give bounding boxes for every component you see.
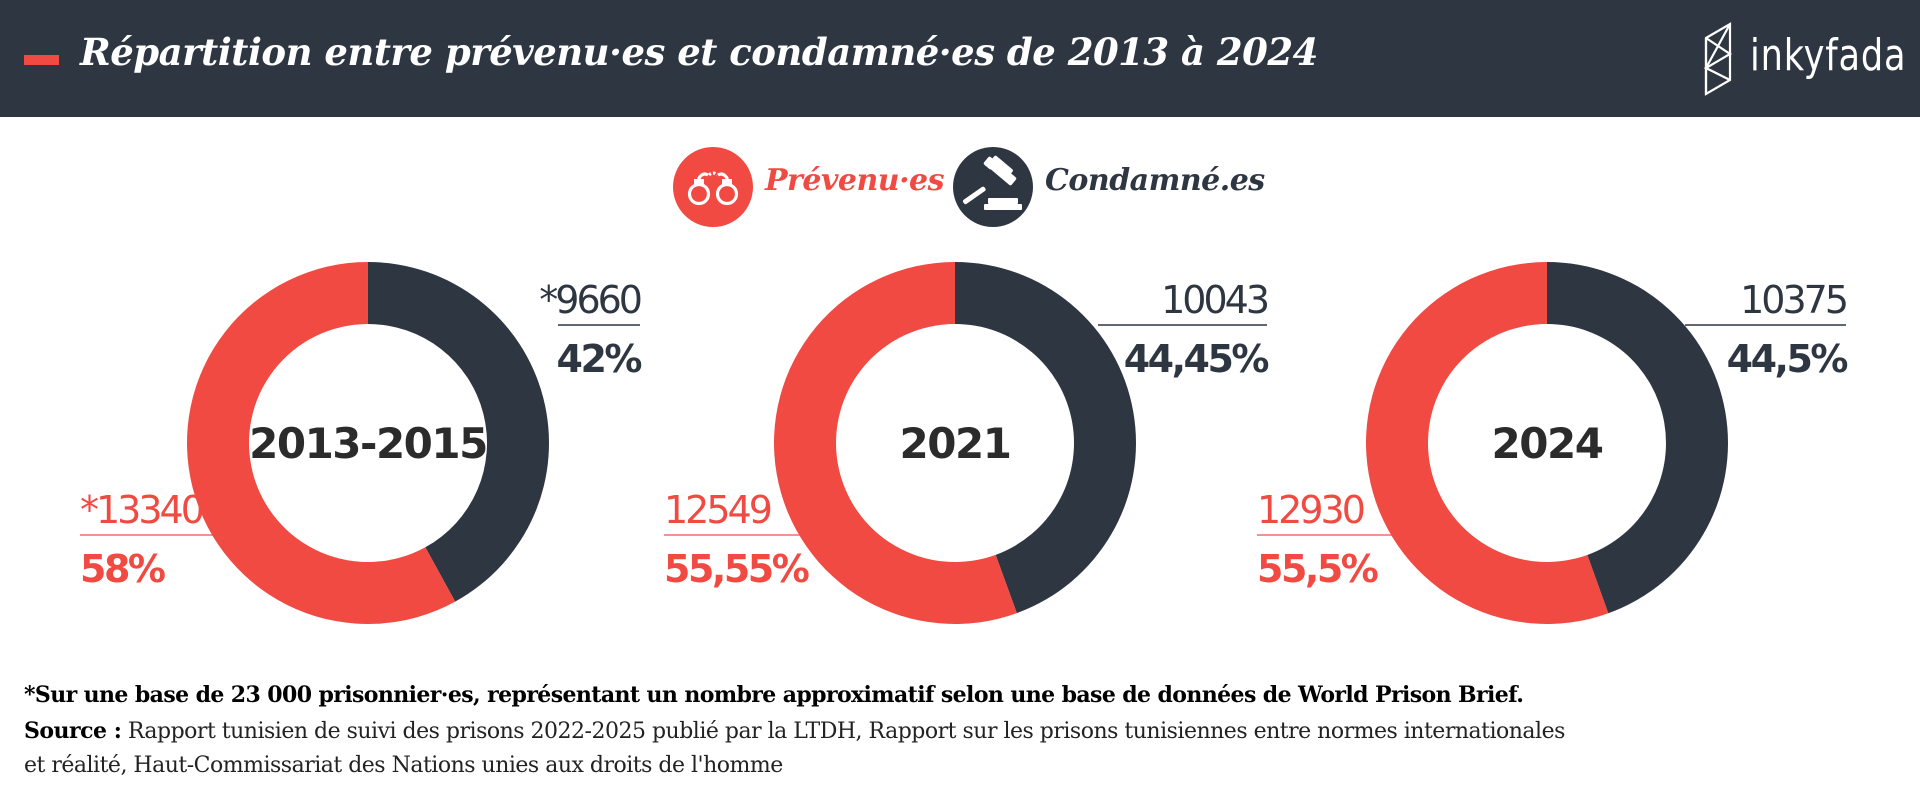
- legend-label-condamnes: Condamné.es: [1045, 163, 1265, 198]
- source-text: Source : Rapport tunisien de suivi des p…: [24, 714, 1584, 783]
- chart-3-slice-condamnes: [1547, 262, 1729, 614]
- chart-1-percent-prevenus: 58%: [80, 547, 165, 591]
- handcuffs-icon: [673, 147, 753, 227]
- chart-2-percent-condamnes: 44,45%: [1124, 337, 1269, 381]
- chart-2-percent-prevenus: 55,55%: [664, 547, 809, 591]
- chart-3-percent-condamnes: 44,5%: [1727, 337, 1848, 381]
- chart-1-slice-condamnes: [368, 262, 550, 602]
- chart-3-count-condamnes: 10375: [1740, 278, 1846, 322]
- footnote: *Sur une base de 23 000 prisonnier·es, r…: [24, 682, 1524, 708]
- chart-3-center-label: 2024: [1492, 419, 1603, 468]
- header-bar: Répartition entre prévenu·es et condamné…: [0, 0, 1920, 117]
- legend-label-prevenus: Prévenu·es: [765, 163, 945, 198]
- page-title: Répartition entre prévenu·es et condamné…: [80, 30, 1318, 74]
- gavel-icon: [953, 147, 1033, 227]
- footer: *Sur une base de 23 000 prisonnier·es, r…: [24, 682, 1904, 783]
- title-accent-dash: [24, 55, 59, 65]
- logo-wordmark: inkyfada: [1750, 30, 1907, 81]
- chart-1-percent-condamnes: 42%: [557, 337, 642, 381]
- source-label: Source :: [24, 718, 122, 744]
- chart-2-center-label: 2021: [900, 419, 1011, 468]
- chart-2-slice-condamnes: [955, 262, 1136, 614]
- chart-2-slice-prevenus: [773, 262, 1017, 625]
- donut-charts: 2013-2015 *9660 42% *13340 58% 2021 10043 44,45…: [80, 262, 1850, 625]
- chart-2-count-prevenus: 12549: [664, 488, 771, 532]
- chart-1-count-prevenus: *13340: [80, 488, 203, 532]
- chart-3-slice-prevenus: [1366, 262, 1609, 624]
- chart-1-count-condamnes: *9660: [539, 278, 641, 322]
- chart-3-count-prevenus: 12930: [1257, 488, 1364, 532]
- chart-1-slice-prevenus: [187, 262, 456, 624]
- chart-1-center-label: 2013-2015: [249, 419, 487, 468]
- inkyfada-logo-icon: [1703, 22, 1733, 96]
- source-body: Rapport tunisien de suivi des prisons 20…: [24, 719, 1565, 778]
- chart-3-percent-prevenus: 55,5%: [1257, 547, 1378, 591]
- chart-2-count-condamnes: 10043: [1161, 278, 1268, 322]
